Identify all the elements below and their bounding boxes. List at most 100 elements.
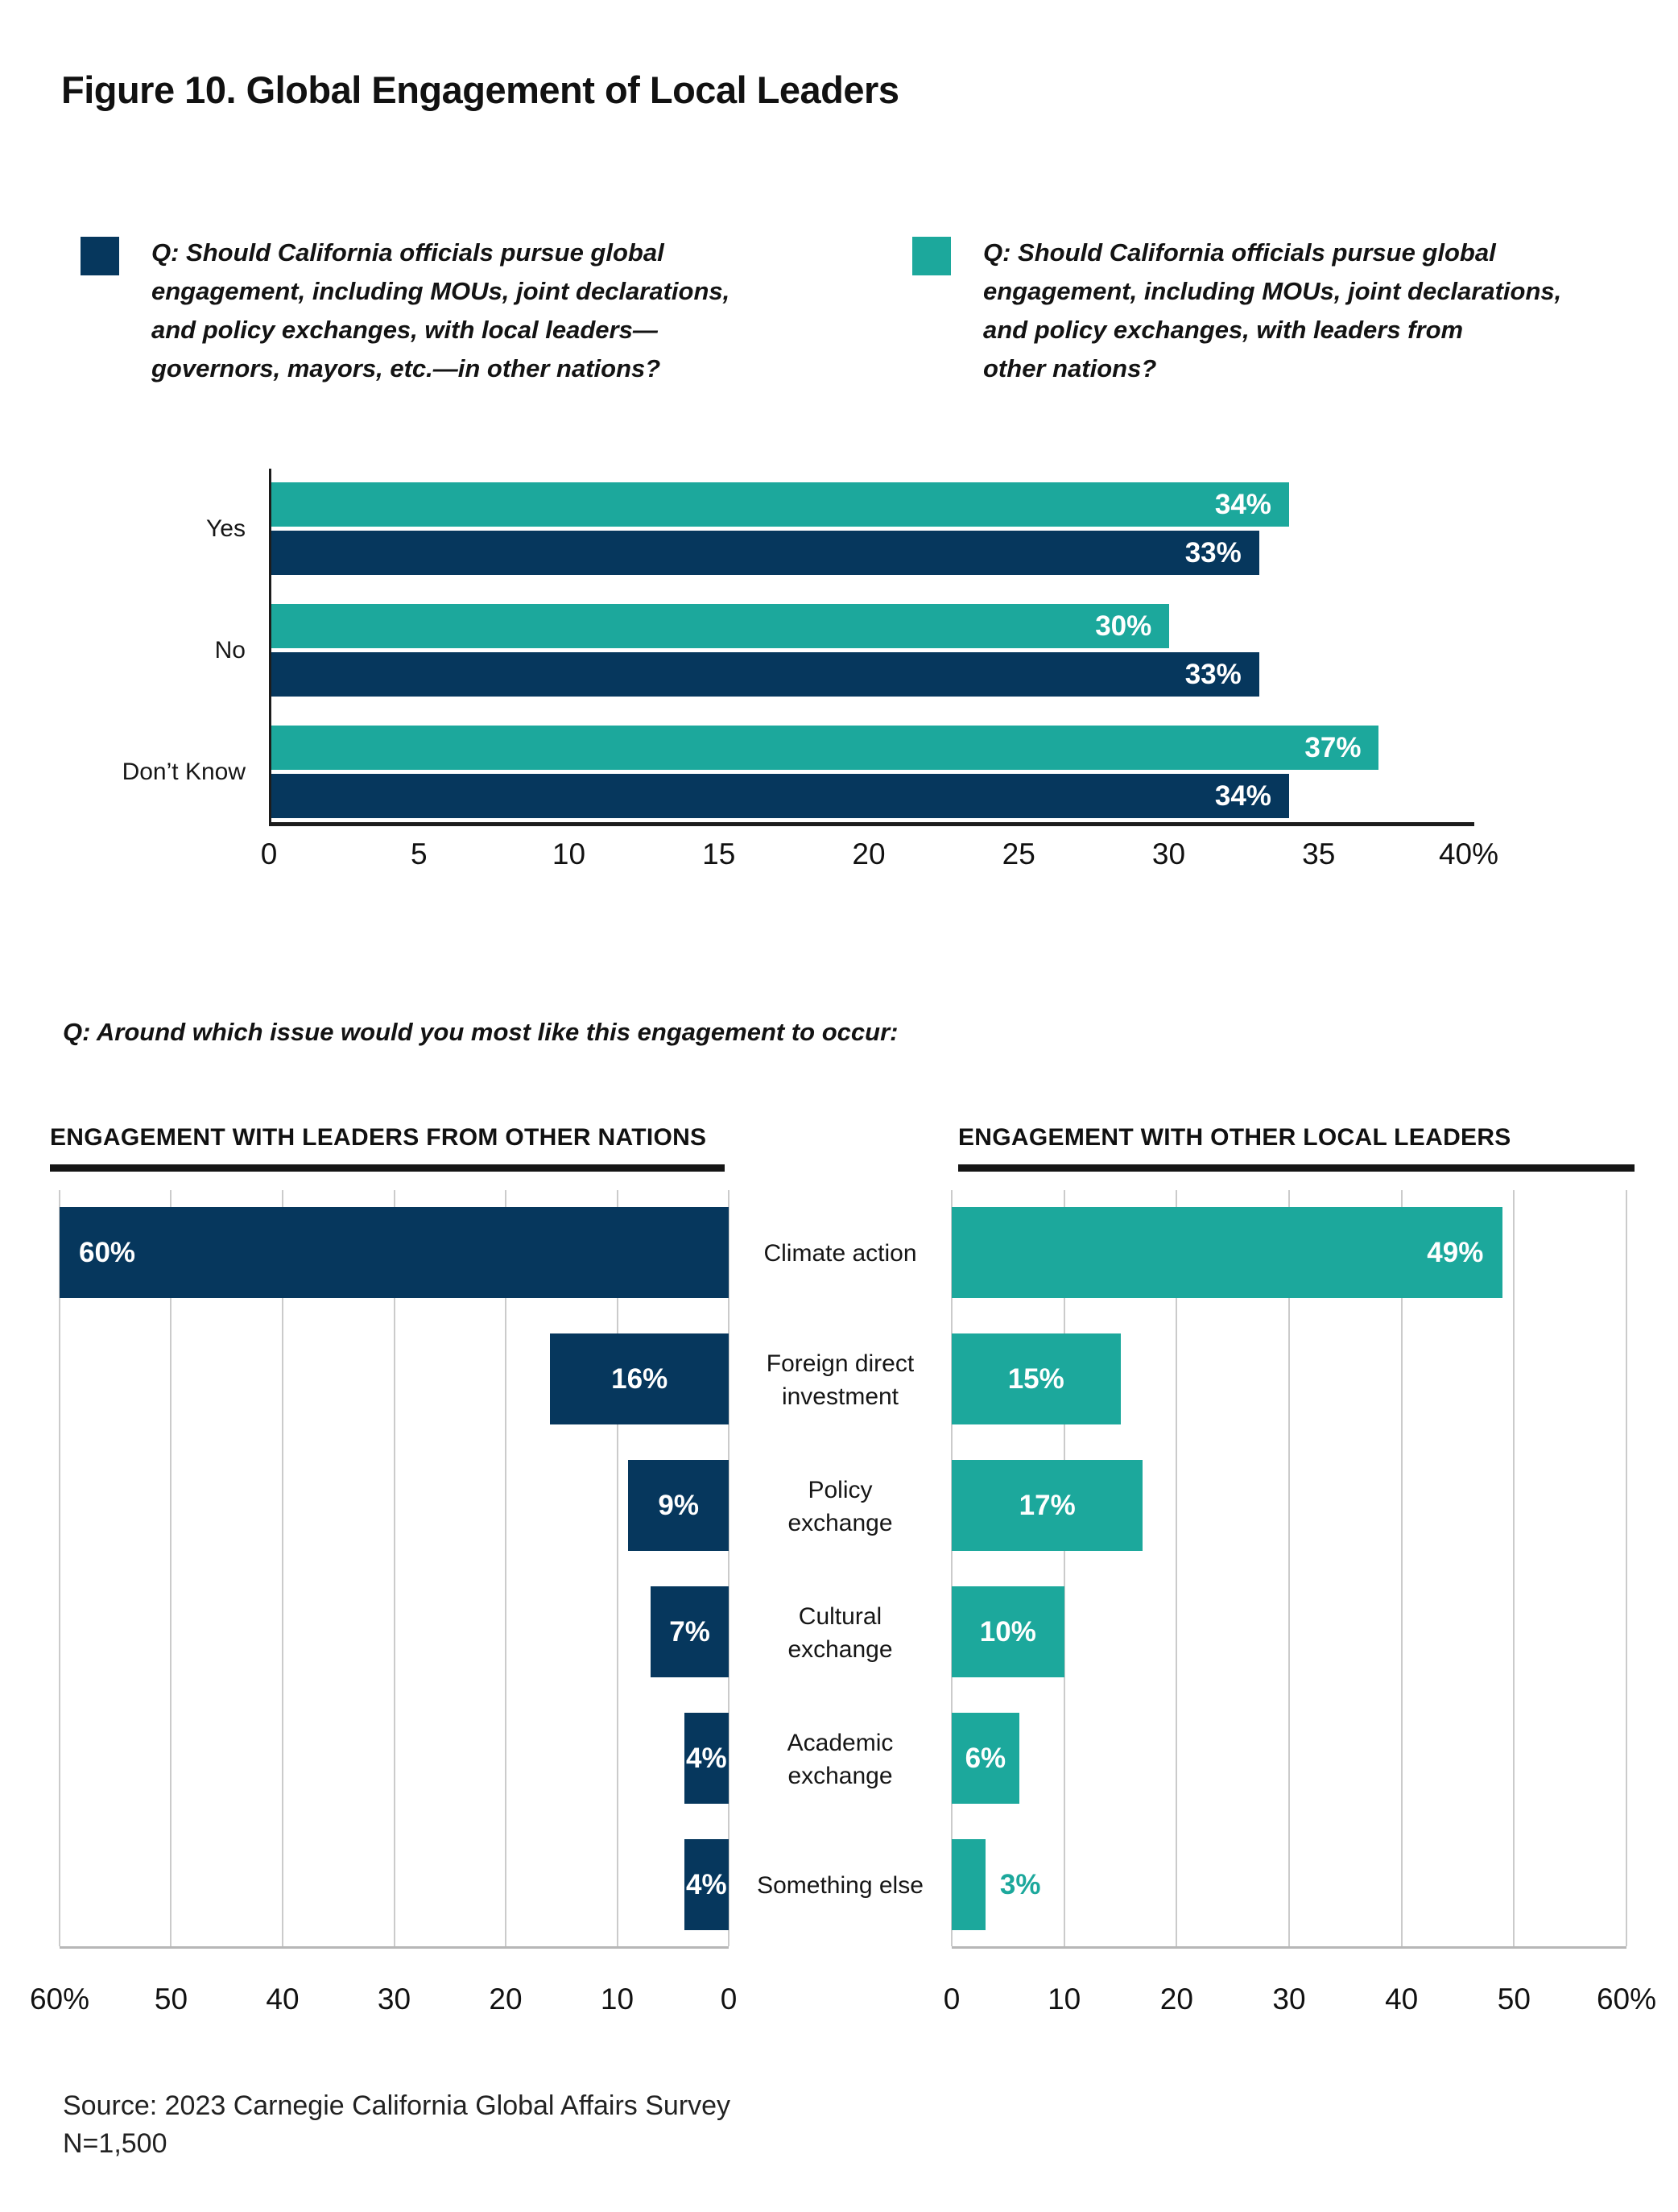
x-tick: 20 — [1160, 1983, 1193, 2016]
x-tick: 50 — [155, 1983, 188, 2016]
x-tick: 10 — [552, 837, 585, 871]
bar-value-label: 15% — [1008, 1363, 1064, 1395]
bar-teal: 3% — [952, 1839, 986, 1930]
center-category-label: Climate action — [729, 1190, 952, 1317]
chart-row: 60% — [60, 1190, 729, 1317]
chart-row: 10% — [952, 1569, 1626, 1696]
x-tick: 40 — [266, 1983, 299, 2016]
source-note: Source: 2023 Carnegie California Global … — [63, 2087, 730, 2163]
legend-item-other-nations: Q: Should California officials pursue gl… — [912, 234, 1661, 388]
bar-navy: 33% — [271, 531, 1259, 575]
chart-row: 49% — [952, 1190, 1626, 1317]
bar-navy: 16% — [550, 1333, 729, 1424]
chart-row: 7% — [60, 1569, 729, 1696]
chart-row: 16% — [60, 1317, 729, 1443]
x-tick: 20 — [489, 1983, 522, 2016]
center-category-label: Cultural exchange — [729, 1569, 952, 1696]
right-chart-plot: 49% 15% 17% 10% 6% 3% — [952, 1190, 1626, 1949]
bar-navy: 33% — [271, 652, 1259, 697]
x-tick: 0 — [261, 837, 278, 871]
x-tick: 20 — [852, 837, 885, 871]
center-category-label: Something else — [729, 1822, 952, 1949]
x-tick: 60% — [1597, 1983, 1656, 2016]
bar-teal: 30% — [271, 604, 1169, 648]
bar-value-label: 17% — [1019, 1490, 1076, 1522]
x-tick: 60% — [30, 1983, 89, 2016]
section-header-local-leaders: ENGAGEMENT WITH OTHER LOCAL LEADERS — [958, 1124, 1635, 1172]
bar-teal: 17% — [952, 1460, 1143, 1551]
bar-navy: 60% — [60, 1207, 729, 1298]
x-tick: 0 — [944, 1983, 961, 2016]
bar-value-label: 33% — [1185, 659, 1242, 691]
bar-navy: 7% — [651, 1586, 729, 1677]
chart-row: 17% — [952, 1443, 1626, 1569]
top-chart-plot: Yes34%33%No30%33%Don’t Know37%34% — [269, 469, 1469, 824]
x-tick: 40 — [1385, 1983, 1418, 2016]
bar-value-label: 37% — [1304, 732, 1361, 764]
bar-value-label: 9% — [658, 1490, 699, 1522]
bar-teal: 49% — [952, 1207, 1502, 1298]
legend-swatch-teal — [912, 237, 951, 275]
figure-title: Figure 10. Global Engagement of Local Le… — [61, 68, 899, 112]
x-tick: 30 — [1272, 1983, 1305, 2016]
bar-navy: 9% — [628, 1460, 729, 1551]
question-issue: Q: Around which issue would you most lik… — [63, 1018, 898, 1047]
top-chart-group: Yes34%33% — [271, 482, 1469, 575]
chart-row: 4% — [60, 1696, 729, 1822]
bar-value-label: 16% — [611, 1363, 667, 1395]
x-tick: 25 — [1002, 837, 1035, 871]
bar-teal: 6% — [952, 1713, 1019, 1804]
category-label: Yes — [206, 515, 246, 543]
bar-value-label: 33% — [1185, 537, 1242, 569]
x-tick: 5 — [411, 837, 428, 871]
x-tick: 35 — [1302, 837, 1335, 871]
legend-swatch-navy — [81, 237, 119, 275]
bar-navy: 4% — [684, 1713, 729, 1804]
bar-value-label: 6% — [965, 1743, 1006, 1775]
bar-teal: 15% — [952, 1333, 1121, 1424]
category-label: No — [215, 637, 246, 664]
bar-value-label: 34% — [1215, 780, 1271, 812]
legend-question-navy: Q: Should California officials pursue gl… — [151, 234, 729, 388]
bar-value-label: 4% — [686, 1743, 727, 1775]
center-category-label: Policy exchange — [729, 1443, 952, 1569]
chart-row: 15% — [952, 1317, 1626, 1443]
bar-value-label: 7% — [669, 1616, 710, 1648]
bar-teal: 37% — [271, 726, 1378, 770]
top-chart-group: Don’t Know37%34% — [271, 726, 1469, 818]
source-line-2: N=1,500 — [63, 2125, 730, 2163]
x-tick: 30 — [378, 1983, 411, 2016]
chart-row: 3% — [952, 1822, 1626, 1949]
bar-navy: 4% — [684, 1839, 729, 1930]
bar-navy: 34% — [271, 774, 1289, 818]
section-header-other-nations: ENGAGEMENT WITH LEADERS FROM OTHER NATIO… — [50, 1124, 725, 1172]
legend-question-teal: Q: Should California officials pursue gl… — [983, 234, 1561, 388]
chart-row: 9% — [60, 1443, 729, 1569]
bar-teal: 34% — [271, 482, 1289, 527]
bar-value-label: 4% — [686, 1869, 727, 1901]
x-tick: 30 — [1152, 837, 1185, 871]
x-tick: 10 — [1048, 1983, 1081, 2016]
top-chart-ticks: 0510152025303540% — [269, 837, 1469, 876]
chart-row: 4% — [60, 1822, 729, 1949]
left-chart-plot: 60% 16% 9% 7% 4% 4% — [60, 1190, 729, 1949]
bar-value-label: 10% — [980, 1616, 1036, 1648]
bar-value-label: 3% — [1000, 1869, 1041, 1901]
x-tick: 40% — [1439, 837, 1498, 871]
legend-item-local-leaders: Q: Should California officials pursue gl… — [81, 234, 886, 388]
chart-row: 6% — [952, 1696, 1626, 1822]
figure-10: Figure 10. Global Engagement of Local Le… — [0, 0, 1678, 2212]
center-category-label: Academic exchange — [729, 1696, 952, 1822]
top-chart-axis-line — [269, 822, 1474, 826]
bar-teal: 10% — [952, 1586, 1064, 1677]
bar-value-label: 34% — [1215, 489, 1271, 521]
bar-value-label: 60% — [79, 1237, 135, 1269]
bar-value-label: 30% — [1095, 610, 1151, 643]
x-tick: 0 — [721, 1983, 738, 2016]
center-category-labels: Climate actionForeign direct investmentP… — [729, 1190, 952, 1949]
source-line-1: Source: 2023 Carnegie California Global … — [63, 2087, 730, 2125]
x-tick: 50 — [1498, 1983, 1531, 2016]
bar-value-label: 49% — [1427, 1237, 1483, 1269]
x-tick: 10 — [601, 1983, 634, 2016]
right-chart-ticks: 0102030405060% — [952, 1983, 1626, 2021]
